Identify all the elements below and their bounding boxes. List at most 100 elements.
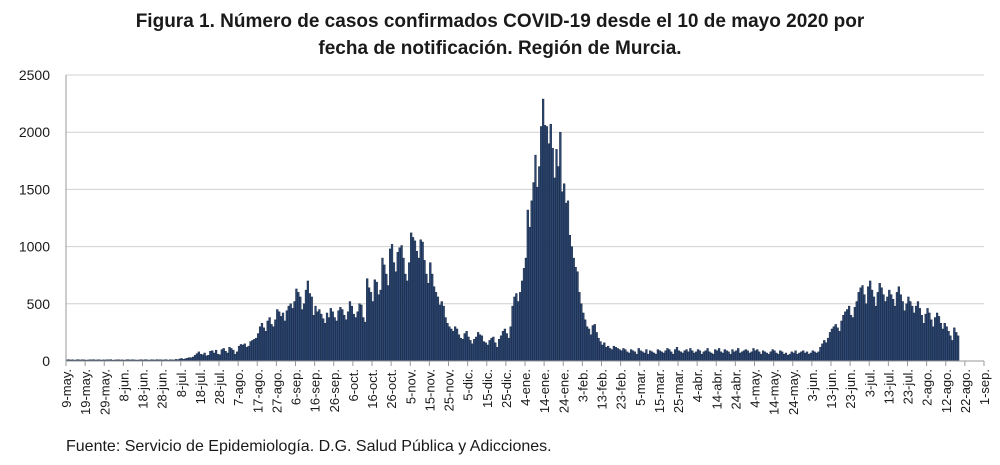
bar (603, 342, 606, 362)
x-tick-label: 6-oct. (346, 369, 361, 402)
bar (752, 348, 755, 362)
bar (354, 317, 357, 362)
bar (320, 313, 323, 362)
bar (251, 340, 254, 362)
bar (941, 328, 944, 362)
x-tick-label: 16-oct. (365, 369, 380, 409)
bar (821, 343, 824, 362)
bar (431, 273, 434, 362)
source-note: Fuente: Servicio de Epidemiología. D.G. … (66, 438, 552, 455)
bar (794, 350, 797, 362)
x-tick-label: 3-feb. (575, 369, 590, 402)
x-tick-label: 8-jun. (116, 369, 131, 402)
bar (253, 339, 256, 362)
bar (501, 331, 505, 362)
bar (867, 286, 870, 362)
bar (335, 320, 338, 362)
bar (366, 278, 369, 362)
bar (913, 312, 916, 362)
bar (702, 351, 705, 362)
x-tick-label: 17-ago. (250, 369, 265, 413)
x-tick-label: 3-jul. (862, 369, 877, 397)
bar (932, 326, 935, 362)
y-axis-ticks: 0 500 1000 1500 2000 2500 (19, 67, 50, 369)
bar (568, 234, 572, 362)
bar (433, 286, 436, 362)
bar (538, 166, 541, 362)
bar (257, 333, 260, 362)
chart-title-line2: fecha de notificación. Región de Murcia. (318, 38, 682, 59)
bar (886, 296, 889, 362)
bar (220, 349, 223, 362)
bar (639, 350, 642, 362)
bar (685, 349, 688, 362)
bar (492, 336, 495, 362)
bar (815, 352, 818, 362)
bar (947, 331, 950, 362)
bar (211, 350, 214, 362)
bar (859, 287, 862, 362)
bar (870, 289, 874, 362)
bar (417, 257, 420, 362)
bar (543, 125, 547, 362)
bar (679, 351, 682, 362)
y-tick-label: 1500 (19, 181, 50, 197)
bar (576, 271, 579, 362)
bar (299, 296, 302, 362)
bar (369, 292, 373, 362)
bar (903, 310, 906, 362)
bar (773, 350, 776, 362)
bar (882, 294, 885, 362)
bar (402, 257, 405, 362)
bar (322, 318, 325, 362)
bar (706, 348, 709, 362)
bar (739, 352, 742, 362)
bar (658, 350, 661, 362)
bar (218, 354, 222, 362)
bar (308, 293, 311, 362)
bar (662, 352, 665, 362)
bar (530, 200, 533, 362)
bar (469, 340, 472, 362)
bar (928, 312, 931, 362)
bar (775, 352, 778, 362)
bar (610, 349, 614, 362)
bar (587, 328, 591, 362)
bar (612, 345, 615, 362)
bar (289, 303, 292, 362)
bar (710, 352, 713, 362)
bar (249, 341, 252, 362)
bar (314, 305, 317, 362)
bar (716, 350, 719, 362)
bar (264, 331, 267, 362)
x-tick-label: 5-dic. (461, 369, 476, 401)
bar (647, 353, 650, 362)
bar (496, 347, 499, 362)
bar (234, 353, 237, 362)
bar (893, 305, 897, 362)
bar (905, 303, 908, 362)
bar (804, 352, 807, 362)
bar (918, 308, 921, 362)
x-tick-label: 24-may. (786, 369, 801, 415)
bar (920, 315, 923, 362)
bar (631, 350, 635, 362)
x-tick-label: 23-feb. (614, 369, 629, 409)
bar (318, 309, 321, 362)
bar (591, 325, 594, 362)
bar (681, 352, 684, 362)
bar (704, 350, 707, 362)
bar (805, 351, 809, 362)
bar (429, 262, 432, 362)
bar (350, 305, 353, 362)
bar (693, 352, 696, 362)
bar (188, 357, 191, 362)
bar (213, 352, 216, 362)
bar (861, 285, 864, 362)
x-tick-label: 23-jun. (843, 369, 858, 409)
bar (784, 352, 788, 362)
bar (939, 323, 943, 362)
bar (482, 341, 485, 362)
bar (224, 351, 227, 362)
bar (400, 245, 403, 362)
